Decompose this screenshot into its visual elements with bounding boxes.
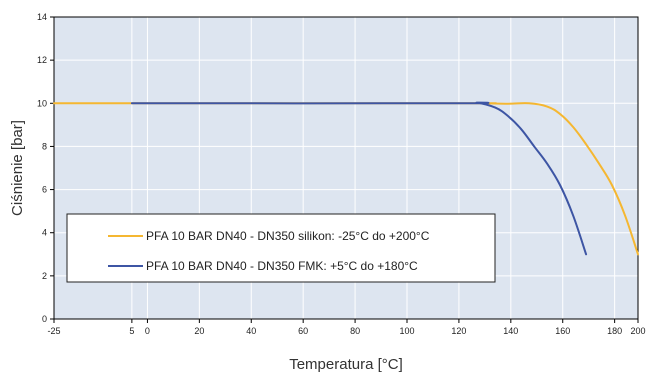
y-tick-label: 10 [37, 98, 47, 108]
legend-label-silikon: PFA 10 BAR DN40 - DN350 silikon: -25°C d… [146, 229, 430, 243]
x-tick-label: 140 [503, 326, 518, 336]
x-tick-label: 180 [607, 326, 622, 336]
series-line-fmk [130, 101, 588, 256]
x-tick-label: 200 [630, 326, 645, 336]
legend-box [66, 213, 496, 283]
x-tick-label: 80 [350, 326, 360, 336]
x-tick-label: 100 [399, 326, 414, 336]
y-tick-label: 8 [42, 141, 47, 151]
y-tick-label: 14 [37, 12, 47, 22]
y-tick-label: 4 [42, 228, 47, 238]
legend: PFA 10 BAR DN40 - DN350 silikon: -25°C d… [66, 213, 496, 283]
y-tick-label: 12 [37, 55, 47, 65]
x-axis-title: Temperatura [°C] [289, 356, 403, 373]
legend-label-fmk: PFA 10 BAR DN40 - DN350 FMK: +5°C do +18… [146, 259, 418, 273]
y-tick-label: 0 [42, 314, 47, 324]
x-tick-label: 60 [298, 326, 308, 336]
x-tick-label: -25 [47, 326, 60, 336]
y-tick-label: 6 [42, 185, 47, 195]
x-tick-label: 0 [145, 326, 150, 336]
x-tick-label: 120 [451, 326, 466, 336]
x-axis-ticks: -25 5 0 20 40 60 80 100 120 140 160 180 200 [47, 319, 646, 336]
x-tick-label: 20 [194, 326, 204, 336]
plot-frame [53, 16, 639, 320]
x-tick-label: 160 [555, 326, 570, 336]
x-tick-label: 40 [246, 326, 256, 336]
y-axis-ticks: 0 2 4 6 8 10 12 14 [37, 12, 54, 324]
y-axis-title: Ciśnienie [bar] [9, 120, 26, 216]
y-tick-label: 2 [42, 271, 47, 281]
x-tick-label: 5 [129, 326, 134, 336]
series-layer [53, 101, 639, 256]
